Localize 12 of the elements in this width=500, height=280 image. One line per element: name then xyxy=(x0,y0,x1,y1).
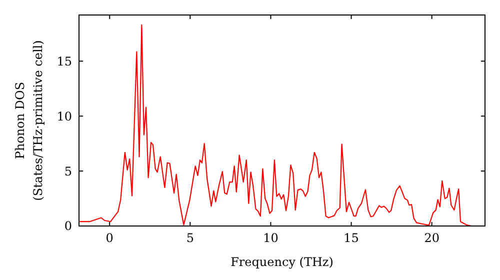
x-tick-label: 20 xyxy=(424,231,440,245)
x-tick-label: 5 xyxy=(186,231,194,245)
x-tick-label: 10 xyxy=(263,231,278,245)
x-axis-title: Frequency (THz) xyxy=(230,255,334,269)
y-tick-label: 10 xyxy=(56,109,72,124)
x-tick-label: 15 xyxy=(344,231,359,245)
y-tick-label: 5 xyxy=(64,164,72,178)
y-axis-title: Phonon DOS (States/THz·primitive cell) xyxy=(13,40,45,201)
y-tick-label: 15 xyxy=(56,54,72,68)
line-series xyxy=(79,24,472,226)
x-tick-label: 0 xyxy=(106,231,114,245)
y-tick-label: 0 xyxy=(64,219,72,234)
